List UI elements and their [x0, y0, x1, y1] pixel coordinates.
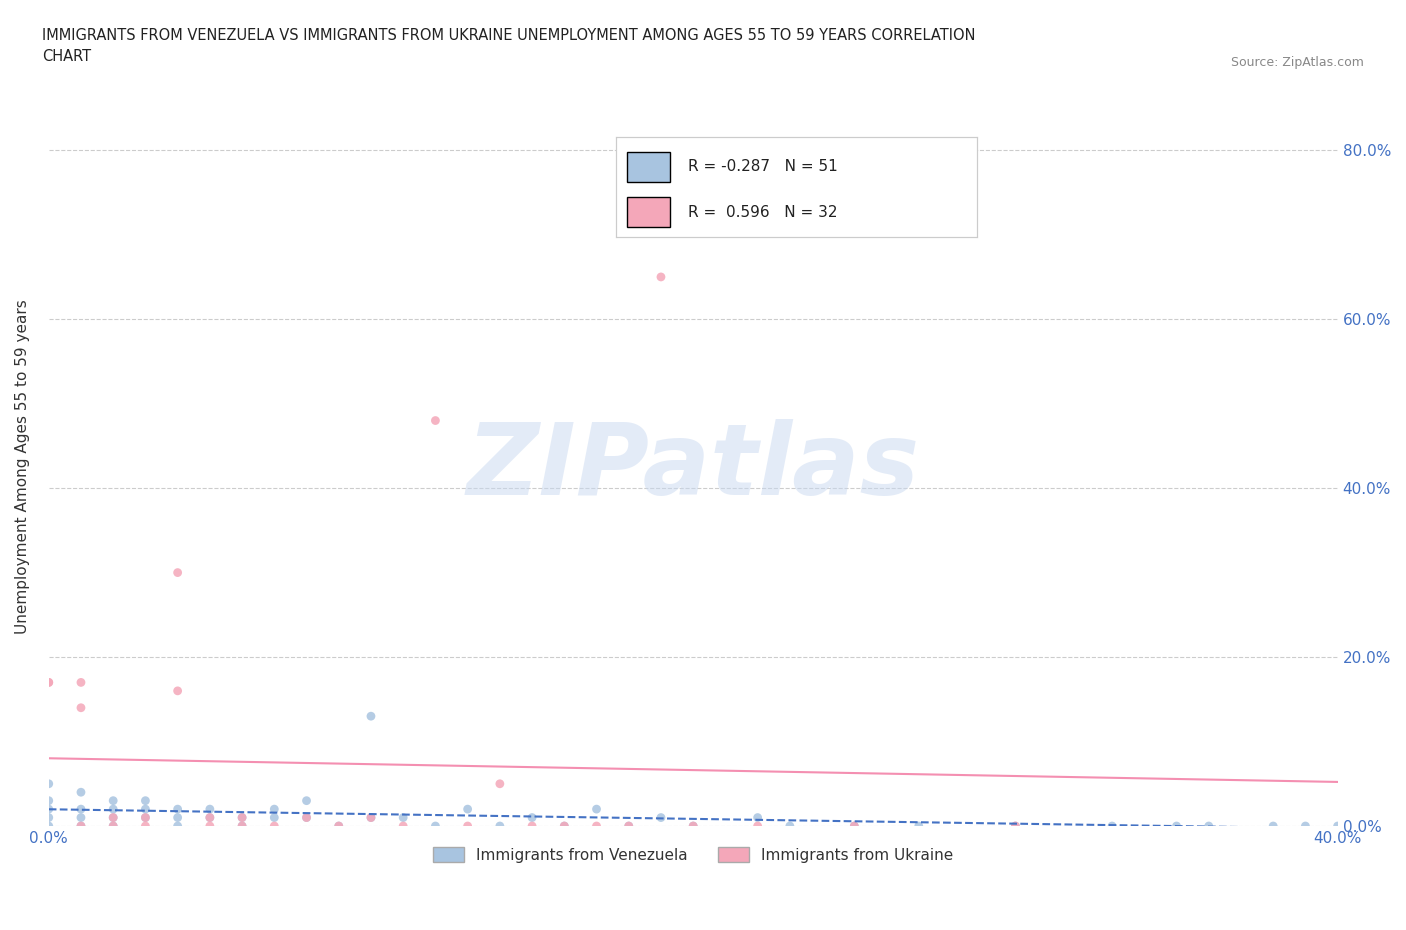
Text: Source: ZipAtlas.com: Source: ZipAtlas.com [1230, 56, 1364, 69]
Point [263, 802, 285, 817]
Point [425, 818, 447, 833]
Point [844, 818, 866, 833]
Point [166, 810, 188, 825]
Point [103, 810, 125, 825]
Point [134, 810, 156, 825]
Point [166, 565, 188, 580]
Point [38, 818, 60, 833]
Point [617, 818, 640, 833]
Point [231, 810, 253, 825]
Point [617, 818, 640, 833]
Point [747, 810, 769, 825]
Point [1198, 818, 1220, 833]
Point [70, 818, 93, 833]
Point [295, 810, 318, 825]
Point [70, 675, 93, 690]
Point [553, 818, 575, 833]
Point [747, 818, 769, 833]
Point [650, 810, 672, 825]
Point [295, 793, 318, 808]
Point [70, 700, 93, 715]
Point [231, 818, 253, 833]
Point [392, 818, 415, 833]
Point [166, 802, 188, 817]
Point [38, 810, 60, 825]
Point [198, 810, 221, 825]
Point [1004, 818, 1026, 833]
Point [1326, 818, 1348, 833]
Point [392, 810, 415, 825]
Point [1294, 818, 1316, 833]
Point [489, 777, 512, 791]
Point [1166, 818, 1188, 833]
Point [907, 818, 929, 833]
Point [38, 675, 60, 690]
Point [682, 818, 704, 833]
Point [360, 709, 382, 724]
Point [70, 818, 93, 833]
Point [231, 810, 253, 825]
Point [520, 818, 543, 833]
Point [844, 818, 866, 833]
Point [103, 802, 125, 817]
Point [457, 802, 479, 817]
Y-axis label: Unemployment Among Ages 55 to 59 years: Unemployment Among Ages 55 to 59 years [15, 299, 30, 634]
Point [134, 793, 156, 808]
Point [1101, 818, 1123, 833]
Point [103, 818, 125, 833]
Point [134, 810, 156, 825]
Point [585, 818, 607, 833]
Point [198, 818, 221, 833]
Point [198, 810, 221, 825]
Legend: Immigrants from Venezuela, Immigrants from Ukraine: Immigrants from Venezuela, Immigrants fr… [427, 841, 959, 869]
Point [70, 802, 93, 817]
Point [103, 793, 125, 808]
Point [103, 810, 125, 825]
Point [328, 818, 350, 833]
Point [489, 818, 512, 833]
Point [134, 818, 156, 833]
Point [425, 413, 447, 428]
Point [231, 818, 253, 833]
Point [650, 270, 672, 285]
Point [779, 818, 801, 833]
Point [103, 818, 125, 833]
Point [134, 802, 156, 817]
Point [166, 818, 188, 833]
Point [295, 810, 318, 825]
Point [1263, 818, 1285, 833]
Point [38, 802, 60, 817]
Text: IMMIGRANTS FROM VENEZUELA VS IMMIGRANTS FROM UKRAINE UNEMPLOYMENT AMONG AGES 55 : IMMIGRANTS FROM VENEZUELA VS IMMIGRANTS … [42, 28, 976, 64]
Point [553, 818, 575, 833]
Point [198, 802, 221, 817]
Point [70, 785, 93, 800]
Point [263, 818, 285, 833]
Point [38, 793, 60, 808]
Point [1004, 818, 1026, 833]
Point [360, 810, 382, 825]
Point [457, 818, 479, 833]
Point [360, 810, 382, 825]
Point [328, 818, 350, 833]
Point [263, 810, 285, 825]
Point [70, 810, 93, 825]
Point [585, 802, 607, 817]
Point [38, 777, 60, 791]
Text: ZIPatlas: ZIPatlas [467, 418, 920, 515]
Point [520, 810, 543, 825]
Point [38, 675, 60, 690]
Point [166, 684, 188, 698]
Point [682, 818, 704, 833]
